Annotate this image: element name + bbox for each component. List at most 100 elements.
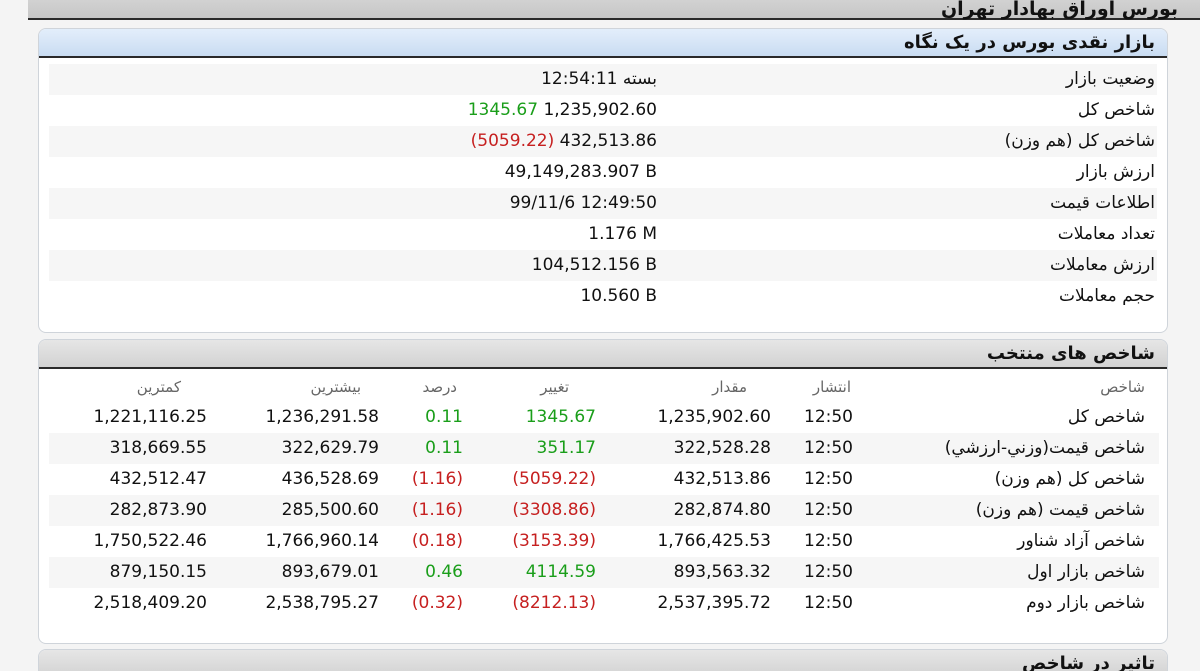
index-percent: 0.11 bbox=[425, 407, 463, 427]
index-low: 282,873.90 bbox=[109, 500, 207, 520]
index-percent: (1.16) bbox=[411, 500, 463, 520]
index-high: 322,629.79 bbox=[281, 438, 379, 458]
glance-value: 104,512.156 B bbox=[531, 255, 657, 275]
column-header-high[interactable]: بیشترین bbox=[310, 378, 361, 396]
index-low: 2,518,409.20 bbox=[93, 593, 207, 613]
market-glance-panel: بازار نقدی بورس در یک نگاه وضعیت بازار ب… bbox=[38, 28, 1168, 333]
index-change: (3153.39) bbox=[512, 531, 596, 551]
page-title: بورس اوراق بهادار تهران bbox=[940, 0, 1178, 20]
index-percent: (0.18) bbox=[411, 531, 463, 551]
index-value: 322,528.28 bbox=[673, 438, 771, 458]
glance-value: 1.176 M bbox=[588, 224, 657, 244]
glance-value: بسته 12:54:11 bbox=[541, 69, 657, 89]
index-high: 436,528.69 bbox=[281, 469, 379, 489]
index-value: 1,766,425.53 bbox=[657, 531, 771, 551]
table-row[interactable]: شاخص کل (هم وزن) 12:50 432,513.86 (5059.… bbox=[49, 464, 1159, 495]
glance-row-equal-weight-index: شاخص کل (هم وزن) (5059.22) 432,513.86 bbox=[49, 126, 1157, 157]
index-high: 285,500.60 bbox=[281, 500, 379, 520]
glance-label: اطلاعات قیمت bbox=[1050, 193, 1155, 213]
glance-change: 1345.67 bbox=[467, 100, 539, 120]
index-value: 893,563.32 bbox=[673, 562, 771, 582]
index-value: 432,513.86 bbox=[673, 469, 771, 489]
index-impact-panel: تاثیر در شاخص bbox=[38, 649, 1168, 671]
glance-value: (5059.22) 432,513.86 bbox=[470, 131, 657, 151]
column-header-percent[interactable]: درصد bbox=[422, 378, 457, 396]
index-value: 2,537,395.72 bbox=[657, 593, 771, 613]
column-header-name[interactable]: شاخص bbox=[1100, 378, 1145, 396]
index-time: 12:50 bbox=[804, 562, 853, 582]
table-row[interactable]: شاخص بازار دوم 12:50 2,537,395.72 (8212.… bbox=[49, 588, 1159, 619]
column-header-change[interactable]: تغییر bbox=[540, 378, 569, 396]
index-low: 432,512.47 bbox=[109, 469, 207, 489]
glance-value: 1345.67 1,235,902.60 bbox=[467, 100, 657, 120]
table-row[interactable]: شاخص قیمت(وزني-ارزشي) 12:50 322,528.28 3… bbox=[49, 433, 1159, 464]
index-name-link[interactable]: شاخص قیمت(وزني-ارزشي) bbox=[944, 438, 1145, 458]
glance-row-market-value: ارزش بازار 49,149,283.907 B bbox=[49, 157, 1157, 188]
glance-label: شاخص کل (هم وزن) bbox=[1004, 131, 1155, 151]
index-change: (3308.86) bbox=[512, 500, 596, 520]
column-header-time[interactable]: انتشار bbox=[812, 378, 851, 396]
table-row[interactable]: شاخص آزاد شناور 12:50 1,766,425.53 (3153… bbox=[49, 526, 1159, 557]
index-low: 879,150.15 bbox=[109, 562, 207, 582]
glance-label: ارزش معاملات bbox=[1049, 255, 1155, 275]
index-change: 1345.67 bbox=[525, 407, 596, 427]
glance-value: 10.560 B bbox=[580, 286, 657, 306]
selected-indices-panel: شاخص های منتخب شاخص انتشار مقدار تغییر د… bbox=[38, 339, 1168, 644]
table-row[interactable]: شاخص بازار اول 12:50 893,563.32 4114.59 … bbox=[49, 557, 1159, 588]
market-glance-title: بازار نقدی بورس در یک نگاه bbox=[39, 29, 1167, 58]
glance-row-trade-value: ارزش معاملات 104,512.156 B bbox=[49, 250, 1157, 281]
index-change: (8212.13) bbox=[512, 593, 596, 613]
selected-indices-title: شاخص های منتخب bbox=[39, 340, 1167, 369]
index-percent: 0.46 bbox=[425, 562, 463, 582]
glance-value: 99/11/6 12:49:50 bbox=[509, 193, 657, 213]
index-impact-title: تاثیر در شاخص bbox=[39, 650, 1167, 671]
glance-row-trade-volume: حجم معاملات 10.560 B bbox=[49, 281, 1157, 312]
glance-label: وضعیت بازار bbox=[1065, 69, 1155, 89]
glance-change: (5059.22) bbox=[470, 131, 555, 151]
index-high: 2,538,795.27 bbox=[265, 593, 379, 613]
index-percent: (0.32) bbox=[411, 593, 463, 613]
indices-table-header: شاخص انتشار مقدار تغییر درصد بیشترین کمت… bbox=[49, 370, 1159, 402]
index-time: 12:50 bbox=[804, 469, 853, 489]
column-header-low[interactable]: کمترین bbox=[136, 378, 181, 396]
index-name-link[interactable]: شاخص بازار دوم bbox=[1026, 593, 1145, 613]
glance-row-trade-count: تعداد معاملات 1.176 M bbox=[49, 219, 1157, 250]
glance-label: شاخص کل bbox=[1077, 100, 1155, 120]
index-percent: (1.16) bbox=[411, 469, 463, 489]
index-value: 282,874.80 bbox=[673, 500, 771, 520]
index-low: 1,221,116.25 bbox=[93, 407, 207, 427]
indices-table: شاخص انتشار مقدار تغییر درصد بیشترین کمت… bbox=[49, 370, 1159, 619]
glance-label: حجم معاملات bbox=[1059, 286, 1155, 306]
index-value: 1,235,902.60 bbox=[657, 407, 771, 427]
glance-row-price-info: اطلاعات قیمت 99/11/6 12:49:50 bbox=[49, 188, 1157, 219]
index-time: 12:50 bbox=[804, 531, 853, 551]
table-row[interactable]: شاخص کل 12:50 1,235,902.60 1345.67 0.11 … bbox=[49, 402, 1159, 433]
index-high: 893,679.01 bbox=[281, 562, 379, 582]
glance-label: ارزش بازار bbox=[1076, 162, 1155, 182]
index-high: 1,236,291.58 bbox=[265, 407, 379, 427]
glance-row-total-index: شاخص کل 1345.67 1,235,902.60 bbox=[49, 95, 1157, 126]
index-time: 12:50 bbox=[804, 593, 853, 613]
column-header-value[interactable]: مقدار bbox=[712, 378, 747, 396]
glance-row-status: وضعیت بازار بسته 12:54:11 bbox=[49, 64, 1157, 95]
index-name-link[interactable]: شاخص قیمت (هم وزن) bbox=[975, 500, 1145, 520]
market-glance-list: وضعیت بازار بسته 12:54:11 شاخص کل 1345.6… bbox=[39, 58, 1167, 312]
page-header: بورس اوراق بهادار تهران bbox=[28, 0, 1200, 20]
glance-label: تعداد معاملات bbox=[1057, 224, 1155, 244]
index-name-link[interactable]: شاخص کل (هم وزن) bbox=[994, 469, 1145, 489]
index-change: 351.17 bbox=[536, 438, 596, 458]
index-change: 4114.59 bbox=[525, 562, 596, 582]
index-time: 12:50 bbox=[804, 500, 853, 520]
index-low: 1,750,522.46 bbox=[93, 531, 207, 551]
index-low: 318,669.55 bbox=[109, 438, 207, 458]
index-time: 12:50 bbox=[804, 438, 853, 458]
index-name-link[interactable]: شاخص کل bbox=[1067, 407, 1145, 427]
index-change: (5059.22) bbox=[512, 469, 596, 489]
index-name-link[interactable]: شاخص بازار اول bbox=[1027, 562, 1145, 582]
table-row[interactable]: شاخص قیمت (هم وزن) 12:50 282,874.80 (330… bbox=[49, 495, 1159, 526]
glance-value: 49,149,283.907 B bbox=[504, 162, 657, 182]
index-time: 12:50 bbox=[804, 407, 853, 427]
index-name-link[interactable]: شاخص آزاد شناور bbox=[1017, 531, 1145, 551]
index-high: 1,766,960.14 bbox=[265, 531, 379, 551]
